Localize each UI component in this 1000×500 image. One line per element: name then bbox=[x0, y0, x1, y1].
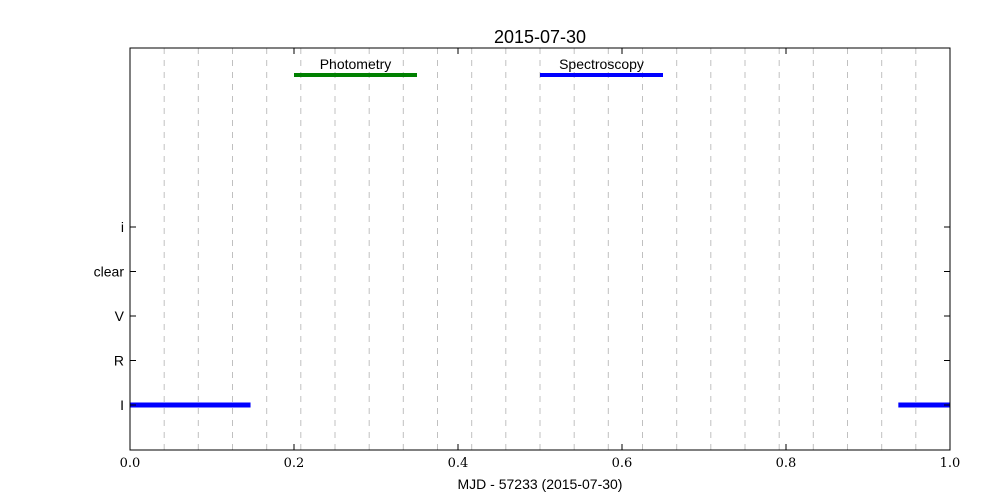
x-axis-label: MJD - 57233 (2015-07-30) bbox=[458, 476, 623, 492]
x-axis-ticks: 0.0 0.2 0.4 0.6 0.8 1.0 bbox=[120, 48, 961, 471]
x-tick-label-1: 0.2 bbox=[284, 456, 305, 471]
y-axis-ticks: i clear V R I bbox=[94, 219, 950, 413]
chart-title: 2015-07-30 bbox=[494, 27, 586, 47]
x-tick-label-4: 0.8 bbox=[776, 456, 797, 471]
x-tick-label-3: 0.6 bbox=[612, 456, 633, 471]
band-bars: Photometry Spectroscopy bbox=[294, 56, 663, 77]
y-tick-label-V: V bbox=[115, 308, 125, 324]
y-tick-label-I: I bbox=[120, 397, 124, 413]
x-tick-label-0: 0.0 bbox=[120, 456, 141, 471]
band-label-photometry: Photometry bbox=[320, 56, 392, 72]
plot-frame bbox=[129, 47, 951, 451]
x-tick-label-5: 1.0 bbox=[940, 456, 961, 471]
grid-lines bbox=[163, 48, 917, 450]
x-tick-label-2: 0.4 bbox=[448, 456, 469, 471]
y-tick-label-R: R bbox=[114, 353, 124, 369]
y-tick-label-i: i bbox=[121, 219, 124, 235]
band-label-spectroscopy: Spectroscopy bbox=[559, 56, 644, 72]
y-tick-label-clear: clear bbox=[94, 264, 125, 280]
